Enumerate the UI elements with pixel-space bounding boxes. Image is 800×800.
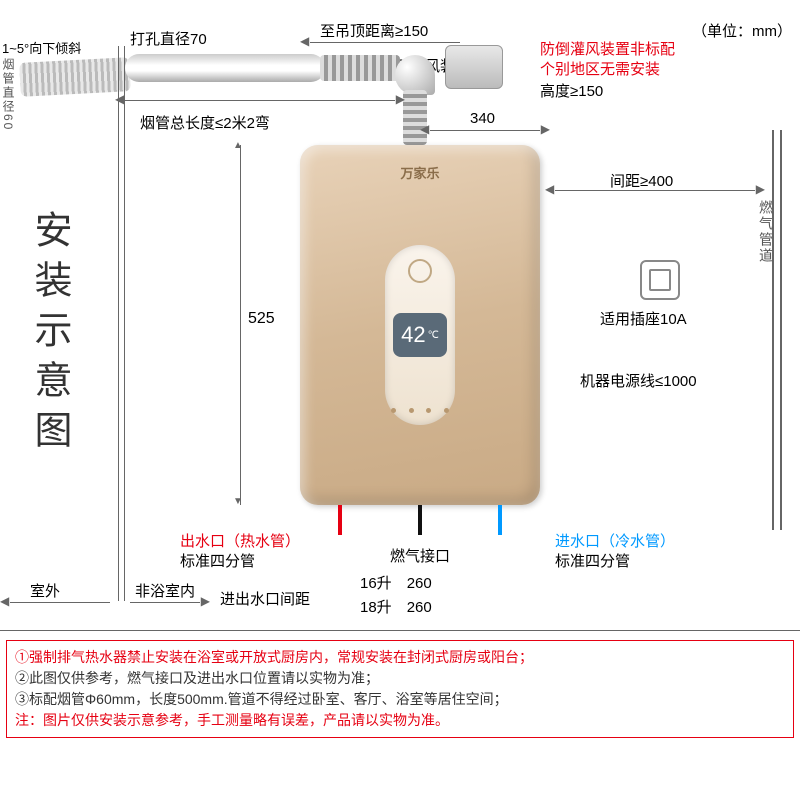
label-pipe-diam: 烟管直径60 xyxy=(0,58,17,131)
label-inlet-std: 标准四分管 xyxy=(555,550,630,571)
power-icon xyxy=(408,259,432,283)
pipe-main xyxy=(125,54,325,82)
label-340: 340 xyxy=(470,110,495,127)
pipe-outlet xyxy=(338,505,342,535)
heater-body: 万家乐 42℃ xyxy=(300,145,540,505)
temp-value: 42 xyxy=(401,322,425,348)
arrow-outdoor xyxy=(10,602,110,603)
socket-icon xyxy=(640,260,680,300)
pipe-end-outdoor xyxy=(19,57,131,97)
dim-ceiling xyxy=(310,42,460,43)
arrow-indoor xyxy=(130,602,200,603)
wall-line2 xyxy=(124,46,125,601)
panel-dots xyxy=(385,408,455,413)
gas-pipe-line2 xyxy=(780,130,782,530)
pipe-flex1 xyxy=(320,55,400,81)
heater-panel: 42℃ xyxy=(385,245,455,425)
label-outdoor: 室外 xyxy=(30,580,60,601)
footnote-4: 注：图片仅供安装示意参考，手工测量略有误差，产品请以实物为准。 xyxy=(15,710,785,731)
temp-unit: ℃ xyxy=(428,330,439,341)
label-outlet: 出水口（热水管） xyxy=(180,530,300,551)
temp-display: 42℃ xyxy=(393,313,447,357)
label-ceiling: 至吊顶距离≥150 xyxy=(320,20,428,41)
label-backflow-note1: 防倒灌风装置非标配 xyxy=(540,38,675,59)
label-gap400: 间距≥400 xyxy=(610,170,673,191)
label-outlet-std: 标准四分管 xyxy=(180,550,255,571)
label-inlet: 进水口（冷水管） xyxy=(555,530,675,551)
spec16: 16升 260 xyxy=(360,572,432,593)
ground-line xyxy=(0,630,800,631)
label-height150: 高度≥150 xyxy=(540,80,603,101)
pipe-gas xyxy=(418,505,422,535)
label-portgap: 进出水口间距 xyxy=(220,588,310,609)
gas-pipe-line xyxy=(772,130,774,530)
pipe-flex2 xyxy=(403,90,427,145)
label-525: 525 xyxy=(248,310,275,328)
label-power: 机器电源线≤1000 xyxy=(580,370,697,391)
spec18: 18升 260 xyxy=(360,596,432,617)
dim-pipelen xyxy=(125,100,395,101)
pipe-elbow xyxy=(395,55,435,95)
dim-340 xyxy=(430,130,540,131)
dim-525-line xyxy=(240,145,241,505)
label-gasport: 燃气接口 xyxy=(390,545,450,566)
pipe-inlet xyxy=(498,505,502,535)
wall-line xyxy=(118,46,119,601)
label-gaspipe: 燃气管道 xyxy=(756,200,776,264)
diagram-canvas: 安装示意图 1~5°向下倾斜 烟管直径60 打孔直径70 至吊顶距离≥150 防… xyxy=(0,0,800,800)
footnote-1: ①强制排气热水器禁止安装在浴室或开放式厨房内，常规安装在封闭式厨房或阳台； xyxy=(15,647,785,668)
label-nonbath: 非浴室内 xyxy=(135,580,195,601)
footnote-2: ②此图仅供参考，燃气接口及进出水口位置请以实物为准； xyxy=(15,668,785,689)
heater-brand: 万家乐 xyxy=(400,163,439,182)
label-unit: （单位：mm） xyxy=(692,20,792,41)
backflow-device xyxy=(445,45,503,89)
label-socket: 适用插座10A xyxy=(600,308,687,329)
label-hole-diam: 打孔直径70 xyxy=(130,28,207,49)
label-tilt: 1~5°向下倾斜 xyxy=(2,38,81,57)
label-backflow-note2: 个别地区无需安装 xyxy=(540,58,660,79)
label-pipelen: 烟管总长度≤2米2弯 xyxy=(140,112,270,133)
footnote-3: ③标配烟管Φ60mm，长度500mm.管道不得经过卧室、客厅、浴室等居住空间； xyxy=(15,689,785,710)
title-vertical: 安装示意图 xyxy=(22,210,77,460)
footnote-box: ①强制排气热水器禁止安装在浴室或开放式厨房内，常规安装在封闭式厨房或阳台； ②此… xyxy=(6,640,794,738)
